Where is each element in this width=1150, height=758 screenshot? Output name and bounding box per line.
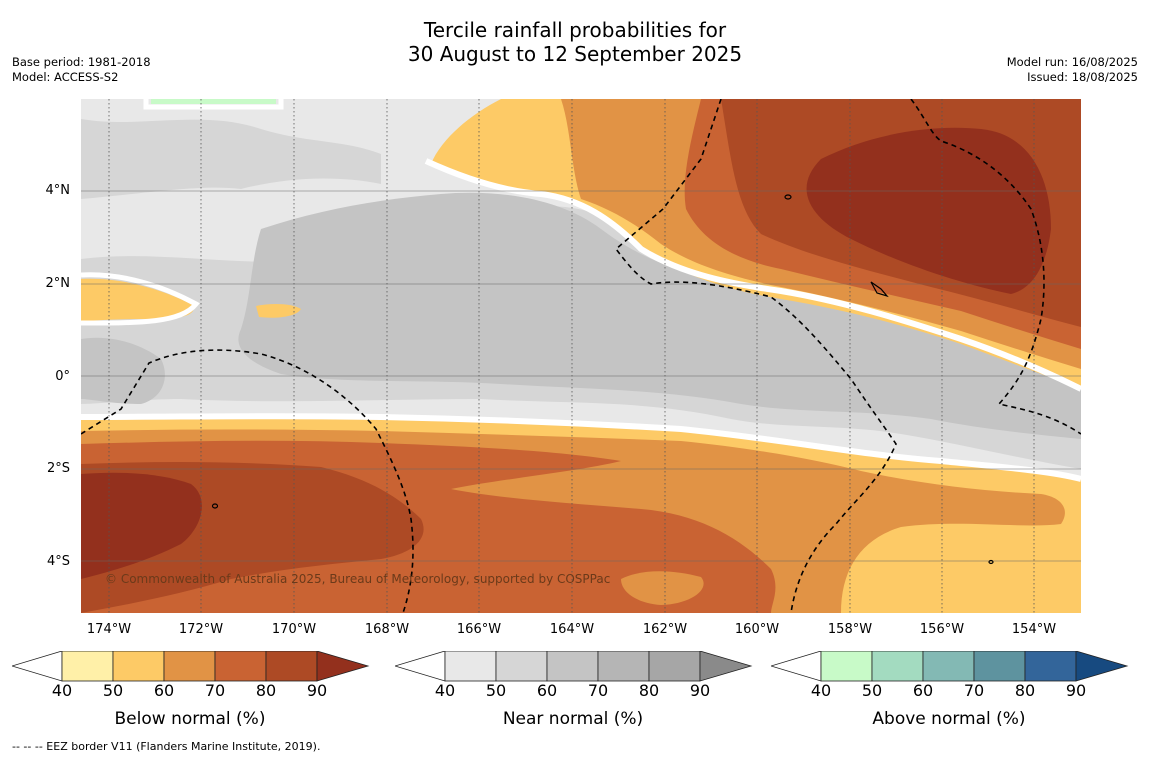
colorbar-below-60-70: [163, 651, 216, 682]
eez-border: [81, 99, 1081, 613]
tick-label: 70: [963, 681, 985, 700]
tick-label: 40: [434, 681, 456, 700]
tick-label: 90: [306, 681, 328, 700]
colorbar-above-40-50: [820, 651, 873, 682]
tick-label: 60: [153, 681, 175, 700]
eez-legend-text: -- -- -- EEZ border V11 (Flanders Marine…: [12, 740, 321, 753]
lon-label-172w: 172°W: [178, 622, 224, 637]
below-normal-north-90: [806, 127, 1051, 294]
tick-label: 50: [861, 681, 883, 700]
lon-label-154w: 154°W: [1011, 622, 1057, 637]
title-line-1: Tercile rainfall probabilities for: [423, 18, 727, 42]
tick-label: 80: [255, 681, 277, 700]
map-canvas: [81, 99, 1081, 613]
issued-text: Issued: 18/08/2025: [1027, 70, 1138, 84]
tick-label: 80: [638, 681, 660, 700]
colorbar-near-60-70: [546, 651, 599, 682]
copyright-text: © Commonwealth of Australia 2025, Bureau…: [105, 572, 611, 586]
tick-label: 70: [204, 681, 226, 700]
lon-label-168w: 168°W: [364, 622, 410, 637]
map-title: Tercile rainfall probabilities for 30 Au…: [0, 18, 1150, 66]
title-line-2: 30 August to 12 September 2025: [407, 42, 743, 66]
lon-label-166w: 166°W: [456, 622, 502, 637]
graticule: [108, 99, 1035, 613]
tick-label: 80: [1014, 681, 1036, 700]
colorbar-below-low-extend: [12, 651, 63, 682]
colorbar-above-title: Above normal (%): [872, 709, 1026, 729]
latitude-lines: [81, 190, 1081, 562]
near-normal-50-band: [81, 119, 381, 199]
tick-label: 70: [587, 681, 609, 700]
colorbar-above-50-60: [871, 651, 924, 682]
contour-boundary-south: [81, 413, 1081, 482]
lon-label-156w: 156°W: [919, 622, 965, 637]
model-run-text: Model run: 16/08/2025: [1006, 55, 1138, 69]
colorbar-near-high-extend: [699, 651, 753, 682]
lon-label-170w: 170°W: [271, 622, 317, 637]
rainfall-map: [81, 99, 1081, 613]
model-text: Model: ACCESS-S2: [12, 70, 119, 84]
above-normal-patch: [151, 99, 276, 104]
colorbar-near-70-80: [597, 651, 650, 682]
colorbar-below-high-extend: [316, 651, 370, 682]
tick-label: 60: [912, 681, 934, 700]
contour-boundary-top: [143, 99, 284, 110]
colorbar-above-70-80: [973, 651, 1026, 682]
colorbar-near-40-50: [444, 651, 497, 682]
colorbar-above-80-90: [1024, 651, 1077, 682]
colorbar-below-80-90: [265, 651, 318, 682]
colorbar-below-40-50: [61, 651, 114, 682]
colorbar-near-80-90: [648, 651, 701, 682]
colorbar-above-60-70: [922, 651, 975, 682]
colorbar-above-high-extend: [1075, 651, 1129, 682]
islands: [211, 194, 994, 565]
contour-boundary-west: [81, 272, 200, 326]
lat-label-4s: 4°S: [46, 554, 70, 569]
tick-label: 50: [102, 681, 124, 700]
colorbar-near-low-extend: [395, 651, 446, 682]
near-normal-60-core: [238, 192, 1081, 439]
lon-label-164w: 164°W: [549, 622, 595, 637]
tick-label: 40: [810, 681, 832, 700]
tick-label: 60: [536, 681, 558, 700]
tick-label: 90: [689, 681, 711, 700]
colorbar-above-low-extend: [771, 651, 822, 682]
lat-label-4n: 4°N: [45, 183, 71, 198]
tick-label: 50: [485, 681, 507, 700]
colorbar-above-normal: [771, 651, 1129, 682]
base-period-text: Base period: 1981-2018: [12, 55, 151, 69]
colorbar-near-normal: [395, 651, 753, 682]
lat-label-2s: 2°S: [46, 461, 70, 476]
colorbar-below-title: Below normal (%): [114, 709, 266, 729]
colorbar-near-title: Near normal (%): [502, 709, 644, 729]
lon-label-162w: 162°W: [642, 622, 688, 637]
colorbar-near-50-60: [495, 651, 548, 682]
meta-right: Model run: 16/08/2025 Issued: 18/08/2025: [1007, 55, 1138, 85]
lat-label-0: 0°: [55, 369, 70, 384]
near-normal-60-west: [81, 337, 165, 404]
contour-boundary-north: [424, 158, 1081, 392]
tick-label: 90: [1065, 681, 1087, 700]
lat-label-2n: 2°N: [45, 276, 71, 291]
meta-left: Base period: 1981-2018 Model: ACCESS-S2: [12, 55, 151, 85]
lon-label-174w: 174°W: [86, 622, 132, 637]
lon-label-160w: 160°W: [734, 622, 780, 637]
colorbar-below-70-80: [214, 651, 267, 682]
tick-label: 40: [51, 681, 73, 700]
below-normal-south-90: [81, 472, 202, 579]
colorbar-below-50-60: [112, 651, 165, 682]
lon-label-158w: 158°W: [827, 622, 873, 637]
colorbar-below-normal: [12, 651, 370, 682]
below-normal-west-patch: [81, 278, 194, 321]
below-normal-south-60-patch: [621, 571, 704, 605]
below-normal-small-patch: [256, 304, 301, 318]
